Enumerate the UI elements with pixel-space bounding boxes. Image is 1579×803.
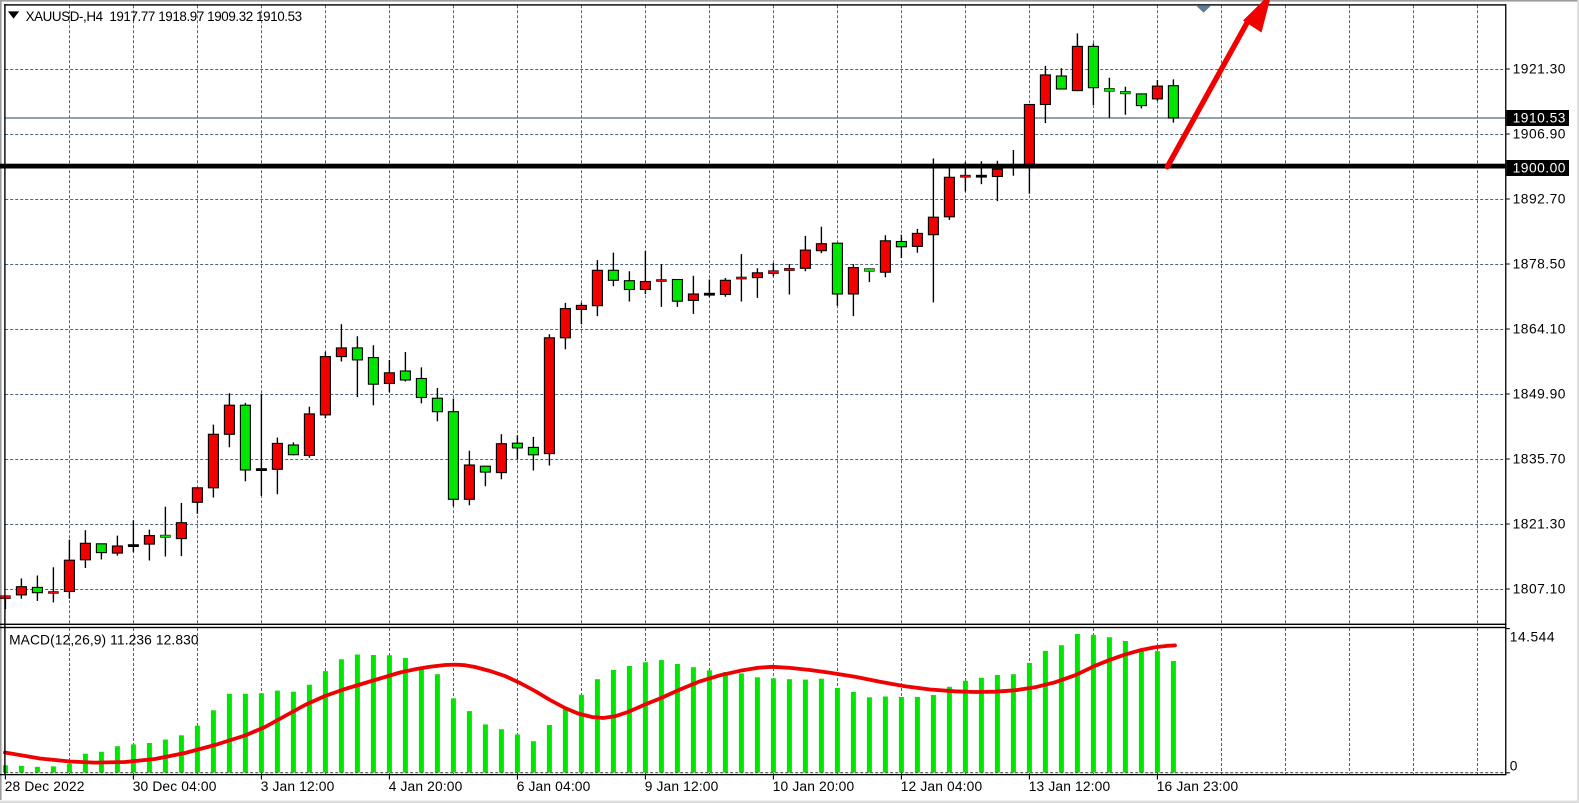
svg-text:1900.00: 1900.00 (1513, 161, 1566, 176)
svg-text:1835.70: 1835.70 (1513, 452, 1566, 467)
svg-text:10 Jan 20:00: 10 Jan 20:00 (773, 779, 855, 794)
svg-text:28 Dec 2022: 28 Dec 2022 (5, 779, 85, 794)
svg-text:9 Jan 12:00: 9 Jan 12:00 (645, 779, 719, 794)
svg-text:1878.50: 1878.50 (1513, 257, 1566, 272)
svg-text:1921.30: 1921.30 (1513, 62, 1566, 77)
svg-text:30 Dec 04:00: 30 Dec 04:00 (133, 779, 217, 794)
svg-text:1807.10: 1807.10 (1513, 582, 1566, 597)
svg-text:1864.10: 1864.10 (1513, 322, 1566, 337)
svg-text:13 Jan 12:00: 13 Jan 12:00 (1029, 779, 1111, 794)
svg-text:MACD(12,26,9) 11.236 12.830: MACD(12,26,9) 11.236 12.830 (9, 633, 199, 648)
svg-text:16 Jan 23:00: 16 Jan 23:00 (1157, 779, 1239, 794)
svg-text:4 Jan 20:00: 4 Jan 20:00 (389, 779, 463, 794)
svg-text:12 Jan 04:00: 12 Jan 04:00 (901, 779, 983, 794)
svg-text:3 Jan 12:00: 3 Jan 12:00 (261, 779, 335, 794)
svg-text:1821.30: 1821.30 (1513, 517, 1566, 532)
svg-text:1910.53: 1910.53 (1513, 111, 1566, 126)
svg-text:1892.70: 1892.70 (1513, 192, 1566, 207)
svg-text:XAUUSD-,H4 1917.77 1918.97 19: XAUUSD-,H4 1917.77 1918.97 1909.32 1910.… (26, 9, 302, 24)
svg-text:0: 0 (1510, 758, 1518, 773)
svg-text:1849.90: 1849.90 (1513, 387, 1566, 402)
svg-text:14.544: 14.544 (1510, 630, 1555, 645)
svg-text:6 Jan 04:00: 6 Jan 04:00 (517, 779, 591, 794)
svg-text:1906.90: 1906.90 (1513, 127, 1566, 142)
